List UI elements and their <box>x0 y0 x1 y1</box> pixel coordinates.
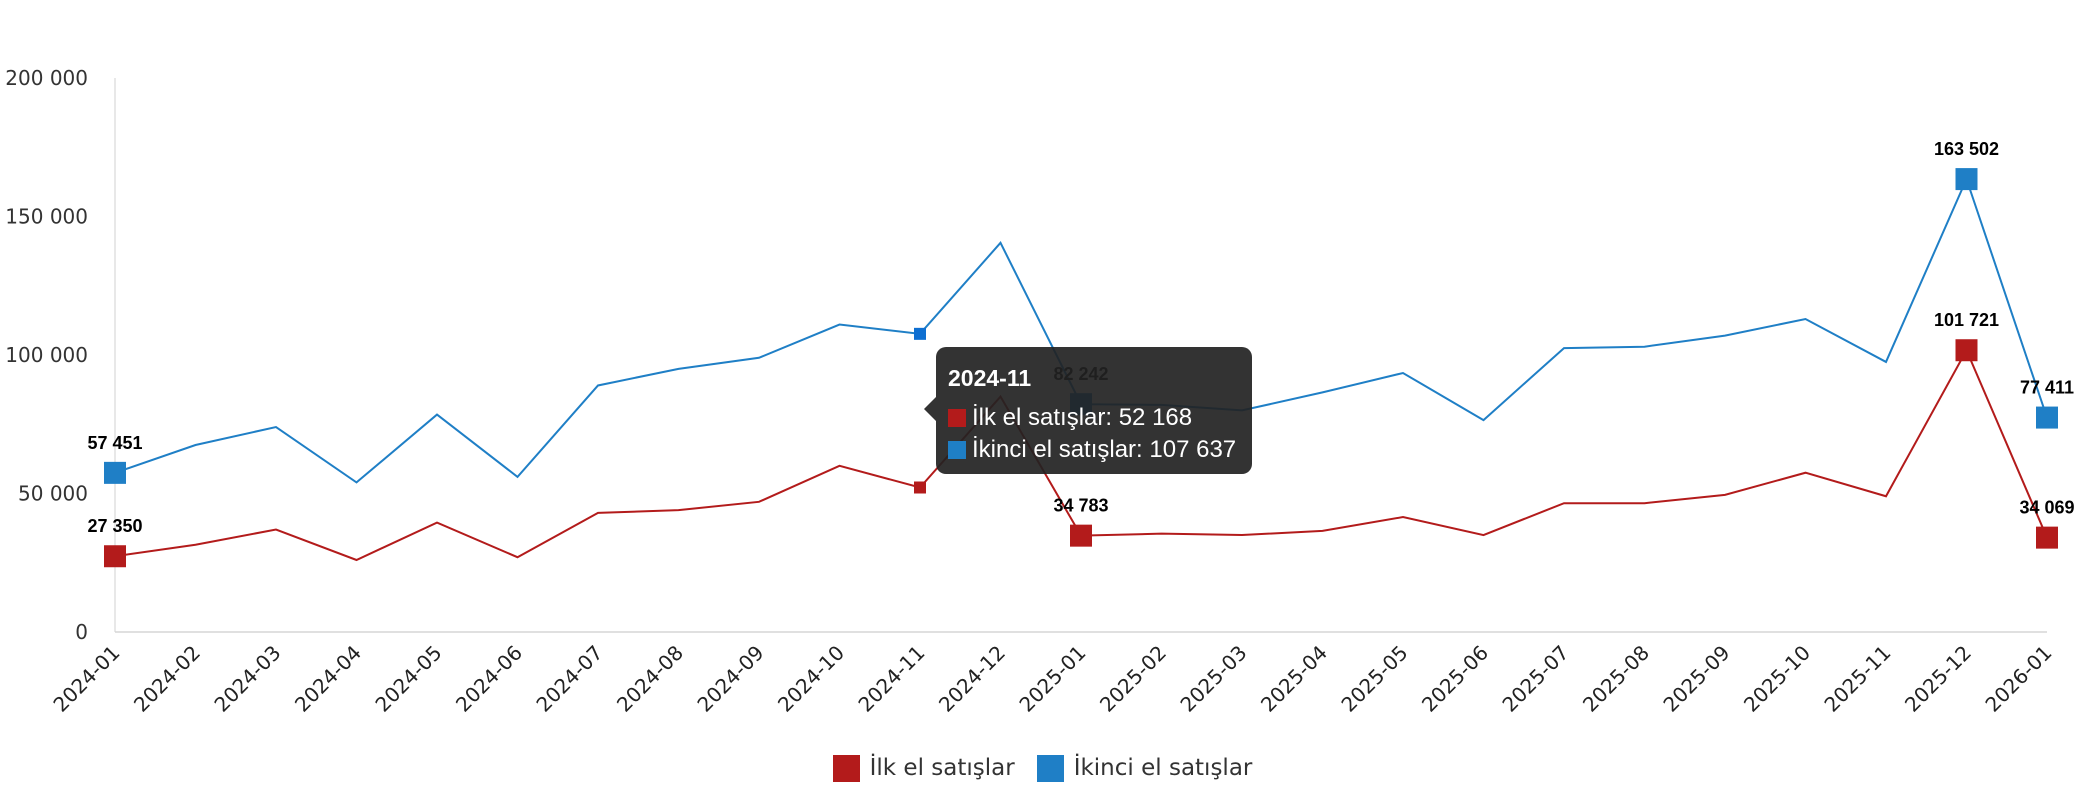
x-tick-label: 2025-01 <box>1014 641 1090 717</box>
legend-item-first-hand[interactable]: İlk el satışlar <box>832 754 1015 782</box>
x-tick-label: 2024-10 <box>773 641 849 717</box>
chart-legend: İlk el satışlar İkinci el satışlar <box>0 748 2085 788</box>
x-tick-label: 2025-07 <box>1497 641 1573 717</box>
legend-label-second-hand: İkinci el satışlar <box>1073 755 1253 781</box>
tooltip-swatch-second-hand <box>948 441 966 459</box>
legend-item-second-hand[interactable]: İkinci el satışlar <box>1036 754 1253 782</box>
x-tick-label: 2025-05 <box>1336 641 1412 717</box>
x-tick-label: 2024-02 <box>129 641 205 717</box>
x-tick-label: 2024-05 <box>370 641 446 717</box>
tooltip-title: 2024-11 <box>948 365 1032 391</box>
x-tick-label: 2024-06 <box>451 641 527 717</box>
x-tick-label: 2026-01 <box>1980 641 2056 717</box>
y-tick-label: 200 000 <box>5 66 88 90</box>
legend-label-first-hand: İlk el satışlar <box>869 755 1015 781</box>
data-label: 34 069 <box>2019 498 2074 518</box>
x-tick-label: 2024-03 <box>209 641 285 717</box>
chart-tooltip: 2024-11 İlk el satışlar: 52 168 İkinci e… <box>924 347 1252 474</box>
x-tick-label: 2025-12 <box>1900 641 1976 717</box>
data-label: 34 783 <box>1053 496 1108 516</box>
y-tick-label: 100 000 <box>5 343 88 367</box>
x-tick-label: 2024-04 <box>290 641 366 717</box>
data-point-marker <box>2036 406 2058 429</box>
x-tick-label: 2025-04 <box>1256 641 1332 717</box>
data-label: 101 721 <box>1934 310 1999 330</box>
x-tick-label: 2024-11 <box>853 641 929 717</box>
data-point-marker <box>1955 168 1978 191</box>
x-tick-label: 2025-10 <box>1739 641 1815 717</box>
tooltip-row-second-hand: İkinci el satışlar: 107 637 <box>948 434 1240 466</box>
x-tick-label: 2025-08 <box>1578 641 1654 717</box>
x-tick-label: 2024-12 <box>934 641 1010 717</box>
legend-swatch-second-hand <box>1036 754 1064 782</box>
x-tick-label: 2025-06 <box>1417 641 1493 717</box>
y-tick-label: 0 <box>75 620 88 644</box>
x-tick-label: 2025-03 <box>1175 641 1251 717</box>
y-tick-label: 150 000 <box>5 205 88 229</box>
x-tick-label: 2024-07 <box>531 641 607 717</box>
data-label: 27 350 <box>87 516 142 536</box>
x-tick-label: 2024-09 <box>692 641 768 717</box>
tooltip-text-first-hand: İlk el satışlar: 52 168 <box>972 404 1193 431</box>
data-point-marker <box>104 545 126 568</box>
data-label: 57 451 <box>87 433 142 453</box>
data-label: 77 411 <box>2020 378 2074 398</box>
x-tick-label: 2024-01 <box>48 641 124 717</box>
tooltip-text-second-hand: İkinci el satışlar: 107 637 <box>972 436 1237 463</box>
x-tick-label: 2025-09 <box>1658 641 1734 717</box>
tooltip-row-first-hand: İlk el satışlar: 52 168 <box>948 402 1240 434</box>
data-label: 163 502 <box>1934 139 1999 159</box>
data-point-marker <box>1955 339 1978 362</box>
tooltip-swatch-first-hand <box>948 409 966 427</box>
data-point-marker <box>2036 526 2058 549</box>
x-tick-label: 2025-11 <box>1819 641 1895 717</box>
hover-marker <box>914 327 926 340</box>
hover-marker <box>914 481 926 494</box>
data-point-marker <box>104 461 126 484</box>
x-tick-label: 2025-02 <box>1095 641 1171 717</box>
tooltip-arrow <box>924 397 936 421</box>
y-tick-label: 50 000 <box>18 482 88 506</box>
data-point-marker <box>1070 524 1092 547</box>
legend-swatch-first-hand <box>832 754 860 782</box>
x-tick-label: 2024-08 <box>612 641 688 717</box>
